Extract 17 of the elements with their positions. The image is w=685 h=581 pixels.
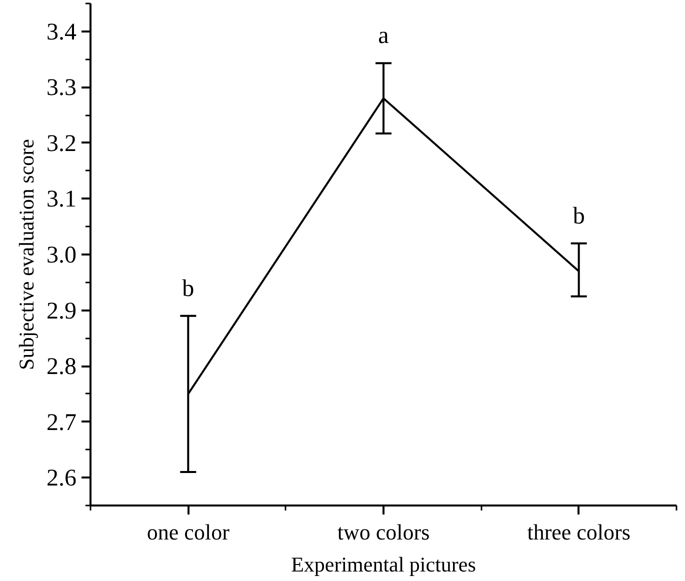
annotation: b: [182, 276, 194, 302]
y-tick-label: 3.3: [46, 75, 76, 102]
annotation: a: [378, 23, 390, 50]
x-tick-label: one color: [146, 520, 230, 544]
y-tick-label: 2.9: [46, 298, 76, 324]
y-tick-label: 2.8: [46, 354, 76, 380]
y-tick-label: 3.2: [46, 130, 76, 157]
y-tick-label: 3.4: [46, 19, 76, 46]
y-tick-label: 2.6: [46, 466, 76, 492]
x-tick-label: two colors: [337, 520, 430, 544]
y-tick-label: 3.0: [46, 242, 76, 268]
x-tick-label: three colors: [527, 520, 630, 544]
annotation: b: [572, 203, 585, 230]
y-tick-label: 2.7: [46, 410, 76, 436]
y-axis-title: Subjective evaluation score: [14, 139, 38, 370]
x-axis-title: Experimental pictures: [291, 552, 476, 576]
y-tick-label: 3.1: [46, 186, 76, 213]
